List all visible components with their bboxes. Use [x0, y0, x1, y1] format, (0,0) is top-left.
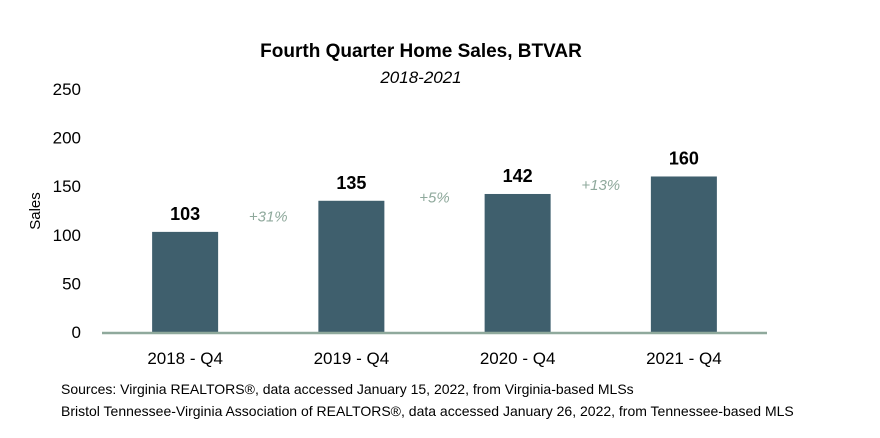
- bar-4: [650, 176, 717, 332]
- chart-subtitle: 2018-2021: [379, 68, 461, 87]
- bar-value-labels: 103 135 142 160: [170, 148, 699, 223]
- change-label: +5%: [419, 189, 449, 206]
- bar-value-label: 103: [170, 204, 200, 224]
- source-line-1: Sources: Virginia REALTORS®, data access…: [61, 381, 634, 397]
- change-labels: +31% +5% +13%: [249, 177, 620, 225]
- chart-title: Fourth Quarter Home Sales, BTVAR: [260, 41, 582, 62]
- change-label: +13%: [581, 177, 620, 194]
- y-tick-label: 200: [53, 129, 81, 148]
- bars: [152, 176, 717, 332]
- y-tick-label: 150: [53, 177, 81, 196]
- x-tick-label: 2021 - Q4: [646, 349, 722, 368]
- y-axis-label: Sales: [27, 192, 44, 230]
- source-line-2: Bristol Tennessee-Virginia Association o…: [61, 403, 794, 419]
- x-tick-label: 2019 - Q4: [314, 349, 390, 368]
- bar-2: [318, 200, 385, 332]
- bar-1: [152, 231, 219, 332]
- bar-3: [484, 193, 551, 332]
- bar-value-label: 160: [669, 148, 699, 168]
- y-tick-label: 50: [62, 274, 81, 293]
- y-tick-label: 100: [53, 226, 81, 245]
- y-tick-label: 0: [72, 323, 81, 342]
- x-tick-label: 2020 - Q4: [480, 349, 556, 368]
- bar-value-label: 142: [503, 166, 533, 186]
- bar-value-label: 135: [336, 173, 366, 193]
- change-label: +31%: [249, 208, 288, 225]
- y-tick-label: 250: [53, 80, 81, 99]
- y-axis-ticks: 0 50 100 150 200 250: [53, 80, 81, 342]
- sources-note: Sources: Virginia REALTORS®, data access…: [61, 378, 794, 422]
- x-tick-label: 2018 - Q4: [147, 349, 223, 368]
- category-labels: 2018 - Q4 2019 - Q4 2020 - Q4 2021 - Q4: [147, 349, 721, 368]
